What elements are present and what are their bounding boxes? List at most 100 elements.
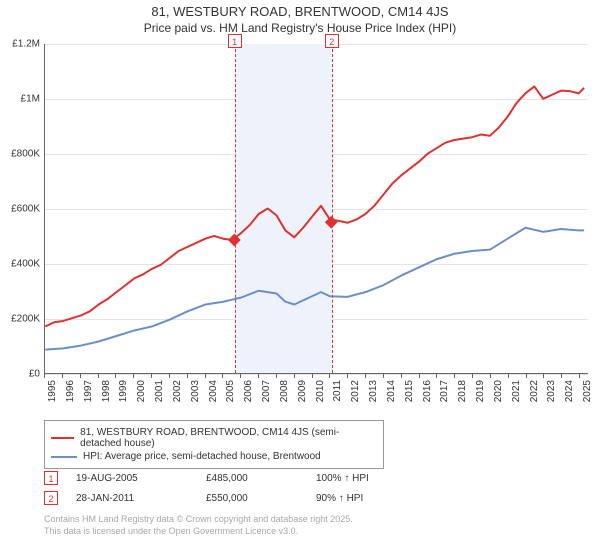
attribution-line: Contains HM Land Registry data © Crown c… [44,514,353,526]
marker-badge: 2 [44,491,58,505]
y-axis-label: £600K [0,204,40,215]
x-axis-label: 2019 [475,380,486,410]
x-tick [365,374,366,378]
x-tick [276,374,277,378]
plot-area: 12 [44,44,588,374]
x-tick [579,374,580,378]
transaction-date: 28-JAN-2011 [76,493,206,504]
x-axis-label: 1995 [47,380,58,410]
x-axis-label: 2006 [243,380,254,410]
x-tick [133,374,134,378]
chart-subtitle: Price paid vs. HM Land Registry's House … [0,21,600,35]
x-axis-label: 2025 [582,380,593,410]
marker-badge: 1 [44,471,58,485]
x-tick [187,374,188,378]
x-tick [454,374,455,378]
x-tick [205,374,206,378]
x-axis-label: 2020 [493,380,504,410]
x-tick [115,374,116,378]
attribution-line: This data is licensed under the Open Gov… [44,526,353,538]
legend-swatch [51,456,77,458]
x-tick [508,374,509,378]
x-tick [329,374,330,378]
x-tick [490,374,491,378]
transaction-price: £485,000 [206,473,316,484]
x-axis-label: 2022 [529,380,540,410]
x-tick [526,374,527,378]
chart-container: 81, WESTBURY ROAD, BRENTWOOD, CM14 4JS P… [0,0,600,560]
x-tick [222,374,223,378]
legend-item: 81, WESTBURY ROAD, BRENTWOOD, CM14 4JS (… [51,427,377,449]
x-tick [151,374,152,378]
attribution-text: Contains HM Land Registry data © Crown c… [44,514,353,537]
y-axis-label: £800K [0,149,40,160]
x-axis-label: 2013 [368,380,379,410]
legend-label: 81, WESTBURY ROAD, BRENTWOOD, CM14 4JS (… [80,427,377,449]
x-axis-label: 1997 [83,380,94,410]
x-axis-label: 2016 [422,380,433,410]
transaction-pct: 100% ↑ HPI [316,473,416,484]
x-axis-label: 2008 [279,380,290,410]
marker-vline [235,44,236,373]
line-series-svg [45,44,588,373]
x-tick [347,374,348,378]
x-tick [294,374,295,378]
x-axis-label: 2000 [136,380,147,410]
x-axis-label: 2014 [386,380,397,410]
series-line [45,228,584,350]
x-axis-label: 2018 [457,380,468,410]
legend-box: 81, WESTBURY ROAD, BRENTWOOD, CM14 4JS (… [44,420,384,469]
chart-title: 81, WESTBURY ROAD, BRENTWOOD, CM14 4JS [0,4,600,19]
legend-label: HPI: Average price, semi-detached house,… [83,451,321,462]
legend-item: HPI: Average price, semi-detached house,… [51,451,377,462]
x-tick [436,374,437,378]
x-tick [472,374,473,378]
x-axis-label: 2017 [439,380,450,410]
x-axis-label: 2004 [208,380,219,410]
x-axis-label: 2011 [332,380,343,410]
y-axis-label: £200K [0,314,40,325]
x-axis-label: 2009 [297,380,308,410]
y-axis-label: £0 [0,369,40,380]
x-tick [62,374,63,378]
y-axis-label: £1.2M [0,39,40,50]
y-axis-label: £1M [0,94,40,105]
series-line [45,86,584,326]
x-axis-label: 2005 [225,380,236,410]
x-axis-label: 1996 [65,380,76,410]
x-axis-label: 1998 [101,380,112,410]
x-tick [419,374,420,378]
x-axis-label: 2003 [190,380,201,410]
gridline [45,374,588,375]
table-row: 1 19-AUG-2005 £485,000 100% ↑ HPI [44,468,416,488]
x-axis-label: 2002 [172,380,183,410]
table-row: 2 28-JAN-2011 £550,000 90% ↑ HPI [44,488,416,508]
x-tick [240,374,241,378]
transaction-pct: 90% ↑ HPI [316,493,416,504]
x-tick [312,374,313,378]
x-axis-label: 2012 [350,380,361,410]
marker-badge: 2 [325,34,339,48]
x-axis-label: 2015 [404,380,415,410]
x-axis-label: 2010 [315,380,326,410]
x-tick [561,374,562,378]
y-axis-label: £400K [0,259,40,270]
x-tick [258,374,259,378]
x-axis-label: 2007 [261,380,272,410]
x-tick [169,374,170,378]
x-axis-label: 1999 [118,380,129,410]
legend-swatch [51,437,74,439]
marker-vline [332,44,333,373]
x-axis-label: 2023 [546,380,557,410]
title-block: 81, WESTBURY ROAD, BRENTWOOD, CM14 4JS P… [0,0,600,37]
transaction-price: £550,000 [206,493,316,504]
x-axis-label: 2001 [154,380,165,410]
transactions-table: 1 19-AUG-2005 £485,000 100% ↑ HPI 2 28-J… [44,468,416,508]
marker-badge: 1 [228,34,242,48]
x-tick [80,374,81,378]
x-axis-label: 2021 [511,380,522,410]
x-tick [543,374,544,378]
x-tick [44,374,45,378]
transaction-date: 19-AUG-2005 [76,473,206,484]
x-tick [401,374,402,378]
